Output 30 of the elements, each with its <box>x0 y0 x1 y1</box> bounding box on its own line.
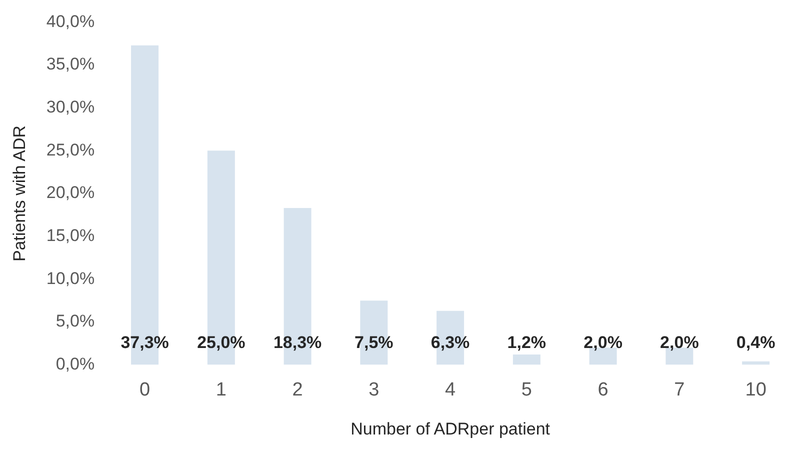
x-tick-label: 5 <box>521 379 532 400</box>
x-tick-label: 7 <box>674 379 685 400</box>
bar <box>512 354 540 365</box>
data-label: 7,5% <box>354 332 394 352</box>
data-label: 2,0% <box>584 332 622 352</box>
y-tick-label: 5,0% <box>56 312 95 331</box>
x-tick-label: 2 <box>292 379 303 400</box>
data-label: 1,2% <box>507 332 546 352</box>
x-tick-label: 6 <box>598 379 608 400</box>
x-tick-label: 0 <box>140 379 150 400</box>
x-axis-title: Number of ADRper patient <box>350 419 550 438</box>
y-tick-label: 40,0% <box>46 12 95 31</box>
data-label: 37,3% <box>120 332 169 352</box>
y-tick-label: 15,0% <box>46 226 95 246</box>
data-label: 25,0% <box>197 332 246 352</box>
y-tick-label: 20,0% <box>46 183 95 202</box>
data-label: 0,4% <box>736 332 776 352</box>
y-axis-title: Patients with ADR <box>10 125 29 262</box>
y-tick-label: 25,0% <box>46 140 95 160</box>
y-tick-label: 10,0% <box>46 268 95 288</box>
x-tick-label: 10 <box>745 379 766 400</box>
y-tick-label: 35,0% <box>46 54 95 74</box>
x-tick-label: 1 <box>216 379 226 400</box>
y-tick-label: 0,0% <box>56 354 95 374</box>
data-label: 18,3% <box>273 332 322 352</box>
data-label: 2,0% <box>660 332 699 352</box>
data-label: 6,3% <box>430 332 470 352</box>
x-tick-label: 4 <box>445 379 456 400</box>
y-tick-label: 30,0% <box>46 98 95 117</box>
x-tick-label: 3 <box>368 379 380 400</box>
